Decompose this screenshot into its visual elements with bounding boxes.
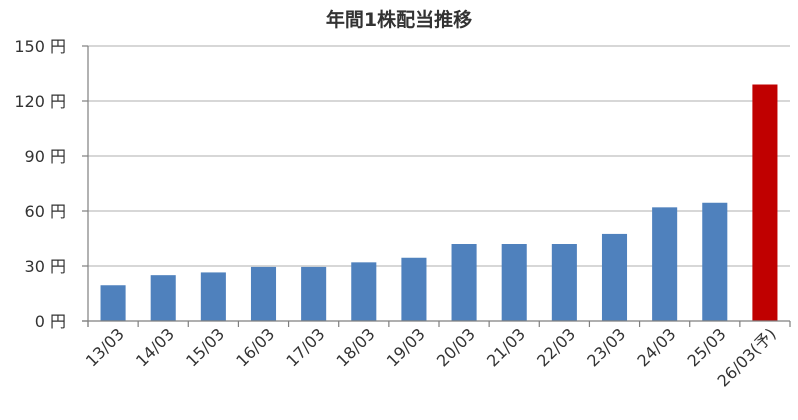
- gridlines: [88, 45, 790, 267]
- x-tick-label: 20/03: [433, 324, 479, 370]
- y-tick-label: 0 円: [35, 312, 66, 331]
- bar-13/03: [100, 285, 126, 321]
- x-tick-label: 21/03: [483, 324, 529, 370]
- y-tick-label: 120 円: [14, 92, 66, 111]
- x-tick-label: 22/03: [533, 324, 579, 370]
- x-tick-label: 19/03: [383, 324, 429, 370]
- x-tick-label: 16/03: [232, 324, 278, 370]
- x-tick-label: 23/03: [583, 324, 629, 370]
- y-tick-label: 30 円: [25, 257, 66, 276]
- x-tick-label: 24/03: [633, 324, 679, 370]
- bar-17/03: [301, 266, 327, 321]
- bar-19/03: [401, 257, 427, 321]
- x-tick-label: 18/03: [333, 324, 379, 370]
- bar-20/03: [451, 244, 477, 321]
- bar-16/03: [250, 266, 277, 321]
- y-tick-labels: 0 円 30 円 60 円 90 円 120 円 150 円: [14, 37, 66, 331]
- bar-26/03(予): [752, 84, 778, 321]
- x-tick-label: 14/03: [132, 324, 178, 370]
- bar-24/03: [652, 207, 678, 321]
- bar-18/03: [351, 262, 377, 321]
- chart-title: 年間1株配当推移: [326, 8, 472, 31]
- x-tick-label: 25/03: [684, 324, 730, 370]
- x-tick-label: 15/03: [182, 324, 228, 370]
- bars: [100, 84, 778, 321]
- bar-25/03: [702, 202, 728, 321]
- bar-15/03: [200, 272, 226, 321]
- bar-14/03: [150, 275, 176, 321]
- y-tick-label: 150 円: [14, 37, 66, 56]
- y-tick-label: 90 円: [25, 147, 66, 166]
- x-tick-label: 13/03: [82, 324, 128, 370]
- bar-22/03: [551, 244, 577, 321]
- x-tick-labels: 13/03 14/03 15/03 16/03 17/03 18/03 19/03 20/03…: [82, 324, 780, 390]
- x-tick-label: 17/03: [282, 324, 328, 370]
- y-tick-label: 60 円: [25, 202, 66, 221]
- axes: [82, 45, 791, 327]
- bar-23/03: [601, 233, 628, 321]
- bar-21/03: [501, 244, 527, 321]
